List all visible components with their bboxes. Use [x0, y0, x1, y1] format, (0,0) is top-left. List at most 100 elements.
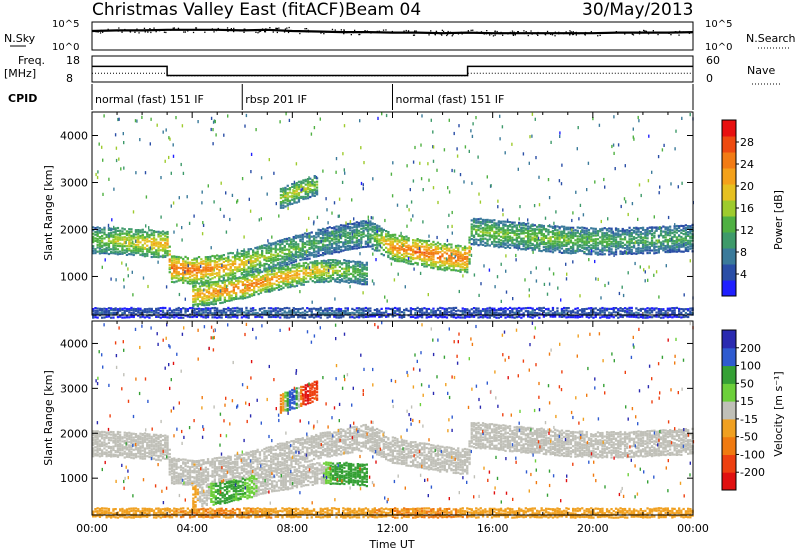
power-cell [221, 294, 224, 297]
power-cell [321, 309, 325, 312]
power-cell [603, 315, 606, 318]
nsky-sample [314, 30, 316, 32]
power-cell [468, 241, 471, 244]
power-cell [547, 311, 550, 315]
power-cell [527, 227, 530, 230]
power-cell [188, 267, 192, 270]
power-cell [448, 249, 451, 252]
power-cell [488, 225, 491, 228]
power-cell [134, 233, 138, 236]
nsky-line [91, 28, 694, 35]
power-cell [291, 183, 294, 186]
power-cell [274, 264, 277, 267]
power-cell [306, 186, 310, 189]
power-cell [682, 237, 685, 240]
power-cell [281, 251, 284, 254]
power-cell [306, 235, 309, 238]
power-cell [590, 247, 593, 250]
power-cell [114, 252, 117, 255]
power-cell [232, 286, 235, 289]
power-cell [657, 247, 660, 251]
power-cell [257, 282, 260, 285]
power-cell [211, 269, 214, 272]
power-cell [518, 240, 521, 243]
nsky-sample [482, 32, 484, 34]
power-cell [112, 240, 115, 243]
power-cell [461, 316, 464, 319]
power-cell [427, 312, 431, 315]
cpid-segment-label: rbsp 201 IF [245, 93, 307, 106]
power-cell [330, 232, 334, 235]
power-cell [227, 272, 230, 275]
power-cell [680, 229, 683, 232]
power-cell [481, 243, 485, 246]
power-cell [293, 274, 296, 277]
power-cell [309, 184, 312, 187]
power-cell [184, 273, 187, 276]
power-cell [309, 177, 312, 180]
power-cell [398, 241, 401, 244]
power-cell [212, 283, 215, 286]
power-cell [367, 314, 370, 317]
power-cell [628, 313, 631, 316]
power-cell [403, 242, 406, 245]
power-cell [423, 258, 426, 261]
power-cell [655, 229, 658, 232]
power-cell [434, 261, 437, 264]
power-cell [527, 236, 530, 239]
power-cell [212, 303, 215, 306]
power-cell [439, 310, 442, 313]
power-cell [337, 240, 340, 243]
power-cell [477, 229, 480, 232]
power-cell [304, 195, 307, 198]
power-cell [418, 253, 422, 256]
power-cell [493, 237, 496, 240]
power-cell [256, 252, 259, 255]
power-cell [164, 231, 167, 234]
power-cell [229, 313, 232, 316]
power-cell [511, 221, 514, 224]
power-cell [221, 287, 224, 291]
power-cell [592, 232, 595, 235]
power-cell [279, 190, 283, 193]
power-cell [240, 268, 243, 271]
power-cell [439, 261, 442, 264]
power-cell [175, 315, 178, 318]
power-cell [362, 245, 365, 249]
power-cell [230, 284, 233, 287]
power-cell [217, 285, 220, 288]
power-cell [193, 265, 196, 268]
power-cell [315, 242, 318, 245]
power-cell [418, 251, 422, 254]
power-cell [637, 228, 640, 231]
power-cell [177, 260, 180, 263]
power-cell [192, 305, 195, 308]
power-cell [244, 292, 247, 295]
freq-label: Freq. [18, 54, 45, 67]
power-cell [315, 231, 318, 234]
power-cell [441, 264, 444, 267]
power-cell [152, 238, 156, 242]
power-cell [412, 256, 415, 260]
power-cell [657, 239, 660, 242]
power-cell [150, 229, 153, 232]
power-cell [495, 224, 498, 227]
power-cell [376, 237, 379, 240]
power-cell [225, 311, 228, 314]
nsky-sample [584, 33, 586, 35]
power-cell [623, 229, 627, 232]
power-cell [351, 226, 354, 229]
power-cell [669, 230, 672, 233]
nsky-sample [570, 31, 572, 33]
power-cell [592, 238, 595, 241]
power-cell [309, 278, 312, 281]
power-cell [204, 256, 207, 259]
power-cell [200, 275, 203, 278]
power-cell [343, 272, 346, 275]
power-cell [273, 275, 276, 278]
power-cell [327, 266, 330, 269]
power-cell [186, 308, 189, 311]
power-cell [416, 251, 419, 254]
power-cell [253, 282, 256, 285]
power-cell [206, 279, 210, 282]
